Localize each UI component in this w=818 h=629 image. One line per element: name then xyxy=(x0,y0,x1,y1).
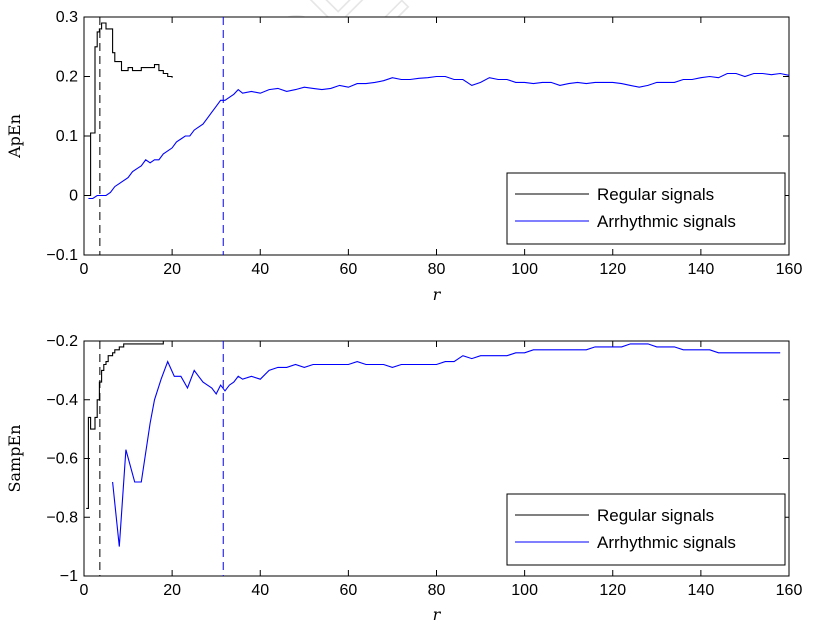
apen-xtick-label: 80 xyxy=(428,261,446,278)
sampen-xtick-label: 100 xyxy=(511,582,538,599)
sampen-xtick-label: 120 xyxy=(599,582,626,599)
sampen-legend: Regular signals Arrhythmic signals xyxy=(506,493,786,566)
sampen-series-arrhythmic-line xyxy=(112,343,781,547)
apen-legend-box xyxy=(506,172,786,245)
apen-xtick-label: 140 xyxy=(688,261,715,278)
apen-legend-label-regular: Regular signals xyxy=(597,185,714,204)
sampen-y-axis-label: SampEn xyxy=(5,425,24,493)
sampen-series-regular-line xyxy=(86,341,173,509)
sampen-data-area xyxy=(86,341,781,576)
sampen-xtick-label: 0 xyxy=(80,582,89,599)
sampen-xtick-label: 20 xyxy=(163,582,181,599)
apen-xtick-label: 60 xyxy=(339,261,357,278)
apen-xtick-label: 120 xyxy=(599,261,626,278)
sampen-ytick-label: −0.2 xyxy=(46,333,78,350)
apen-series-regular-line xyxy=(84,22,173,197)
apen-data-area xyxy=(84,17,789,255)
apen-xtick-label: 20 xyxy=(163,261,181,278)
sampen-ytick-label: −0.6 xyxy=(46,451,78,468)
sampen-xtick-label: 40 xyxy=(251,582,269,599)
sampen-xtick-label: 160 xyxy=(776,582,803,599)
apen-ytick-label: 0.2 xyxy=(56,69,78,86)
sampen-xtick-label: 140 xyxy=(688,582,715,599)
sampen-xtick-label: 80 xyxy=(428,582,446,599)
apen-x-axis-label: r xyxy=(433,285,442,304)
sampen-ytick-label: −1 xyxy=(60,568,78,585)
apen-xtick-label: 0 xyxy=(80,261,89,278)
apen-legend-label-arrhythmic: Arrhythmic signals xyxy=(597,212,736,231)
apen-ytick-label: 0.3 xyxy=(56,9,78,26)
sampen-legend-box xyxy=(506,493,786,566)
sampen-ytick-label: −0.8 xyxy=(46,509,78,526)
apen-ytick-label: −0.1 xyxy=(46,247,78,264)
apen-chart: 0 20 40 60 80 100 120 140 160−0.100.10.20.3rApEn… xyxy=(5,9,802,304)
sampen-legend-label-regular: Regular signals xyxy=(597,506,714,525)
apen-ytick-label: 0 xyxy=(69,188,78,205)
apen-legend: Regular signals Arrhythmic signals xyxy=(506,172,786,245)
sampen-x-axis-label: r xyxy=(433,605,442,624)
apen-xtick-label: 160 xyxy=(776,261,803,278)
sampen-ytick-label: −0.4 xyxy=(46,392,78,409)
apen-xtick-label: 100 xyxy=(511,261,538,278)
apen-series-arrhythmic-line xyxy=(88,72,789,200)
sampen-chart: 0 20 40 60 80 100 120 140 160 −1 −0.8 −0.6 −0.4 −0.2 r… xyxy=(5,333,802,624)
sampen-xtick-label: 60 xyxy=(339,582,357,599)
apen-ytick-label: 0.1 xyxy=(56,128,78,145)
apen-y-axis-label: ApEn xyxy=(5,114,24,159)
sampen-legend-label-arrhythmic: Arrhythmic signals xyxy=(597,533,736,552)
apen-xtick-label: 40 xyxy=(251,261,269,278)
